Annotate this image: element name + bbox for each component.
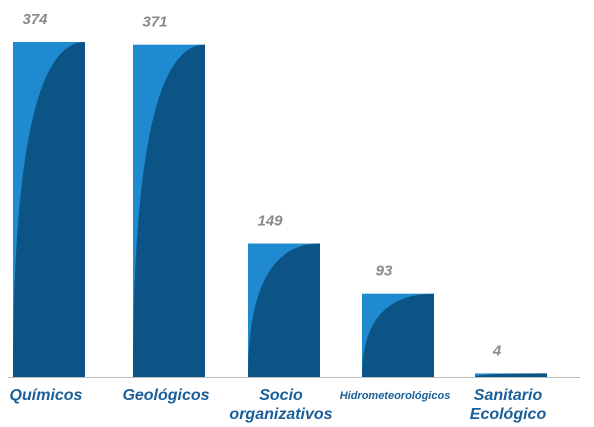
x-tick-label: organizativos <box>229 406 332 423</box>
value-label: 4 <box>492 342 502 359</box>
bar-shade <box>13 42 85 377</box>
x-tick-label: Químicos <box>10 387 83 404</box>
value-label: 93 <box>376 263 393 280</box>
value-label: 374 <box>22 11 48 28</box>
x-tick-label: Sanitario <box>474 387 543 404</box>
x-tick-label: Geológicos <box>122 387 209 404</box>
x-tick-label: Socio <box>259 387 303 404</box>
x-tick-label: Ecológico <box>470 406 547 423</box>
bar-shade <box>248 243 320 377</box>
bar-shade <box>362 293 434 377</box>
value-label: 371 <box>142 14 167 31</box>
bar-shade <box>475 373 547 377</box>
x-tick-label: Hidrometeorológicos <box>340 390 451 402</box>
bar-shade <box>133 44 205 377</box>
value-label: 149 <box>257 213 283 230</box>
